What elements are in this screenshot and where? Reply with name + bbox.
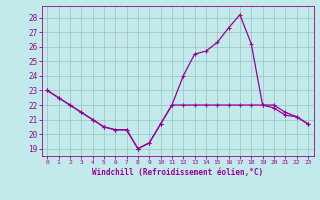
X-axis label: Windchill (Refroidissement éolien,°C): Windchill (Refroidissement éolien,°C) [92, 168, 263, 177]
